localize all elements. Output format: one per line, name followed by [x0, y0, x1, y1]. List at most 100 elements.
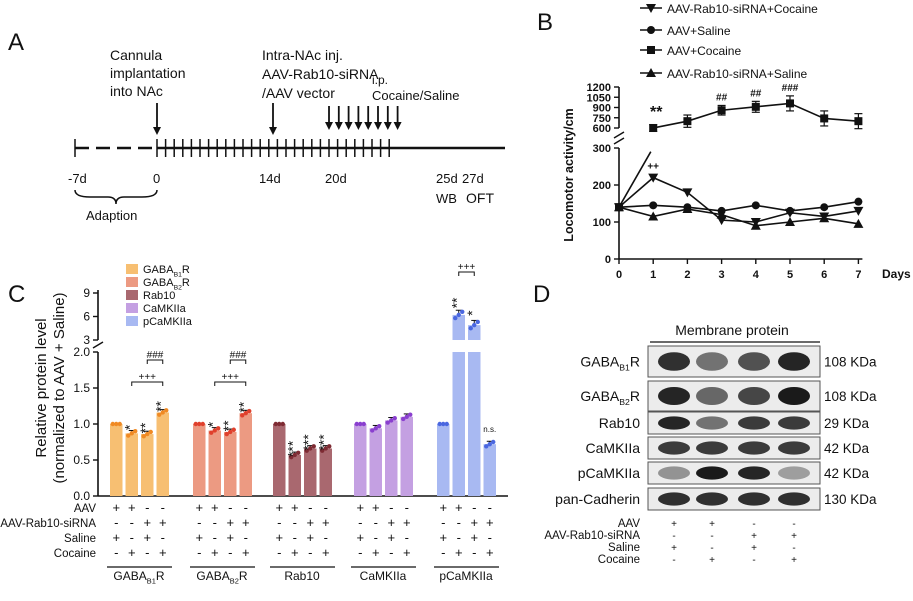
panel-c-letter: C: [8, 281, 25, 308]
c-condition-sign: -: [228, 545, 232, 560]
c-data-dot: [308, 446, 313, 451]
c-data-dot: [304, 448, 309, 453]
d-condition-sign: -: [792, 519, 795, 530]
d-blot-band: [658, 466, 690, 480]
c-bar: [304, 448, 317, 496]
b-series-line: [618, 200, 859, 212]
c-group-label: Rab10: [284, 569, 320, 583]
c-condition-sign: +: [306, 530, 314, 545]
d-condition-sign: -: [672, 531, 675, 542]
injection-label-line2: AAV-Rab10-siRNA: [262, 66, 379, 82]
c-condition-sign: +: [128, 545, 136, 560]
c-y-tick-label: 9: [83, 286, 90, 300]
d-blot-strip: [647, 411, 821, 435]
d-blot-band: [658, 352, 690, 371]
b-data-point: [786, 206, 794, 215]
c-condition-sign: +: [387, 530, 395, 545]
c-condition-sign: -: [472, 500, 476, 515]
c-condition-sign: -: [244, 530, 248, 545]
c-data-dot: [408, 412, 413, 417]
c-data-dot: [280, 421, 285, 427]
c-condition-sign: -: [389, 545, 393, 560]
c-y-tick-label: 0.0: [73, 489, 90, 503]
c-condition-sign: +: [322, 545, 330, 560]
c-legend-swatch: [126, 264, 138, 274]
b-y-tick-label: 600: [593, 123, 611, 135]
c-data-dot: [441, 421, 446, 427]
c-condition-sign: -: [244, 500, 248, 515]
b-legend-marker: [646, 4, 656, 13]
c-condition-sign: +: [195, 500, 203, 515]
c-bar: [437, 424, 450, 496]
c-bracket-label: +++: [458, 262, 476, 273]
injection-label-line3: /AAV vector: [262, 85, 335, 101]
b-significance-label: ##: [716, 92, 728, 103]
b-data-point: [649, 124, 658, 132]
cocaine-saline-arrow-head: [334, 122, 343, 130]
b-y-tick-label: 1050: [587, 92, 611, 104]
b-legend-label: AAV+Saline: [667, 24, 731, 38]
d-condition-sign: -: [792, 543, 795, 554]
c-condition-sign: +: [211, 500, 219, 515]
c-condition-sign: +: [455, 500, 463, 515]
c-condition-sign: -: [374, 515, 378, 530]
b-legend-marker: [647, 26, 655, 34]
c-data-dot: [444, 421, 449, 427]
c-condition-sign: +: [372, 545, 380, 560]
b-y-tick-label: 200: [593, 180, 611, 192]
c-bracket-label: ###: [147, 350, 164, 361]
c-bar: [110, 424, 123, 496]
d-band-kda: 29 KDa: [824, 416, 870, 431]
b-legend-label: AAV-Rab10-siRNA+Cocaine: [667, 2, 818, 16]
c-legend-label: GABAB2R: [143, 277, 190, 291]
c-bracket: [214, 381, 247, 386]
c-bar: [385, 420, 398, 496]
c-significance-label: **: [220, 420, 236, 431]
c-condition-sign: -: [405, 530, 409, 545]
b-data-point: [786, 99, 794, 108]
c-axis-break-mark: [92, 341, 104, 349]
c-condition-sign: -: [228, 500, 232, 515]
c-significance-label: **: [449, 297, 465, 308]
c-significance-label: *: [122, 424, 138, 430]
c-condition-sign: -: [213, 530, 217, 545]
c-significance-label: ***: [300, 434, 316, 451]
d-blot-strip: [647, 487, 821, 511]
c-condition-sign: -: [457, 515, 461, 530]
c-data-dot: [487, 441, 492, 447]
c-data-dot: [453, 315, 458, 321]
panel-d-letter: D: [533, 281, 550, 308]
b-legend-marker: [647, 46, 655, 54]
panel-c-bar-chart: C 0.0 0.5 1.0 1.5 2.03 6 9 Relative protein leve…: [0, 262, 508, 586]
b-y-tick-label: 0: [605, 254, 611, 266]
d-blot-band: [778, 492, 810, 506]
b-axis-break-mark: [613, 137, 625, 145]
d-blot-band: [738, 492, 770, 506]
c-significance-label: ***: [285, 440, 301, 457]
c-condition-sign: +: [470, 530, 478, 545]
c-legend-swatch: [126, 303, 138, 313]
c-y-tick-label: 1.0: [73, 417, 90, 431]
c-data-dot: [157, 412, 162, 417]
d-band-kda: 42 KDa: [824, 466, 870, 481]
c-condition-label: AAV: [74, 503, 96, 515]
cannula-label-line3: into NAc: [110, 83, 163, 99]
c-condition-sign: +: [143, 530, 151, 545]
c-data-dot: [296, 450, 301, 455]
b-data-point: [717, 106, 726, 115]
d-band-label: GABAB1R: [580, 354, 640, 373]
b-significance-label: ++: [647, 162, 659, 173]
c-condition-sign: +: [486, 515, 494, 530]
c-data-dot: [320, 448, 325, 453]
c-data-dot: [129, 431, 134, 436]
timeline-tick-label: 20d: [325, 171, 347, 186]
c-data-dot: [231, 427, 236, 432]
c-bar: [156, 412, 169, 496]
c-condition-sign: -: [114, 545, 118, 560]
d-blot-band: [658, 441, 690, 455]
c-data-dot: [377, 423, 382, 429]
c-condition-sign: -: [161, 500, 165, 515]
c-condition-sign: +: [128, 500, 136, 515]
c-data-dot: [404, 414, 409, 419]
